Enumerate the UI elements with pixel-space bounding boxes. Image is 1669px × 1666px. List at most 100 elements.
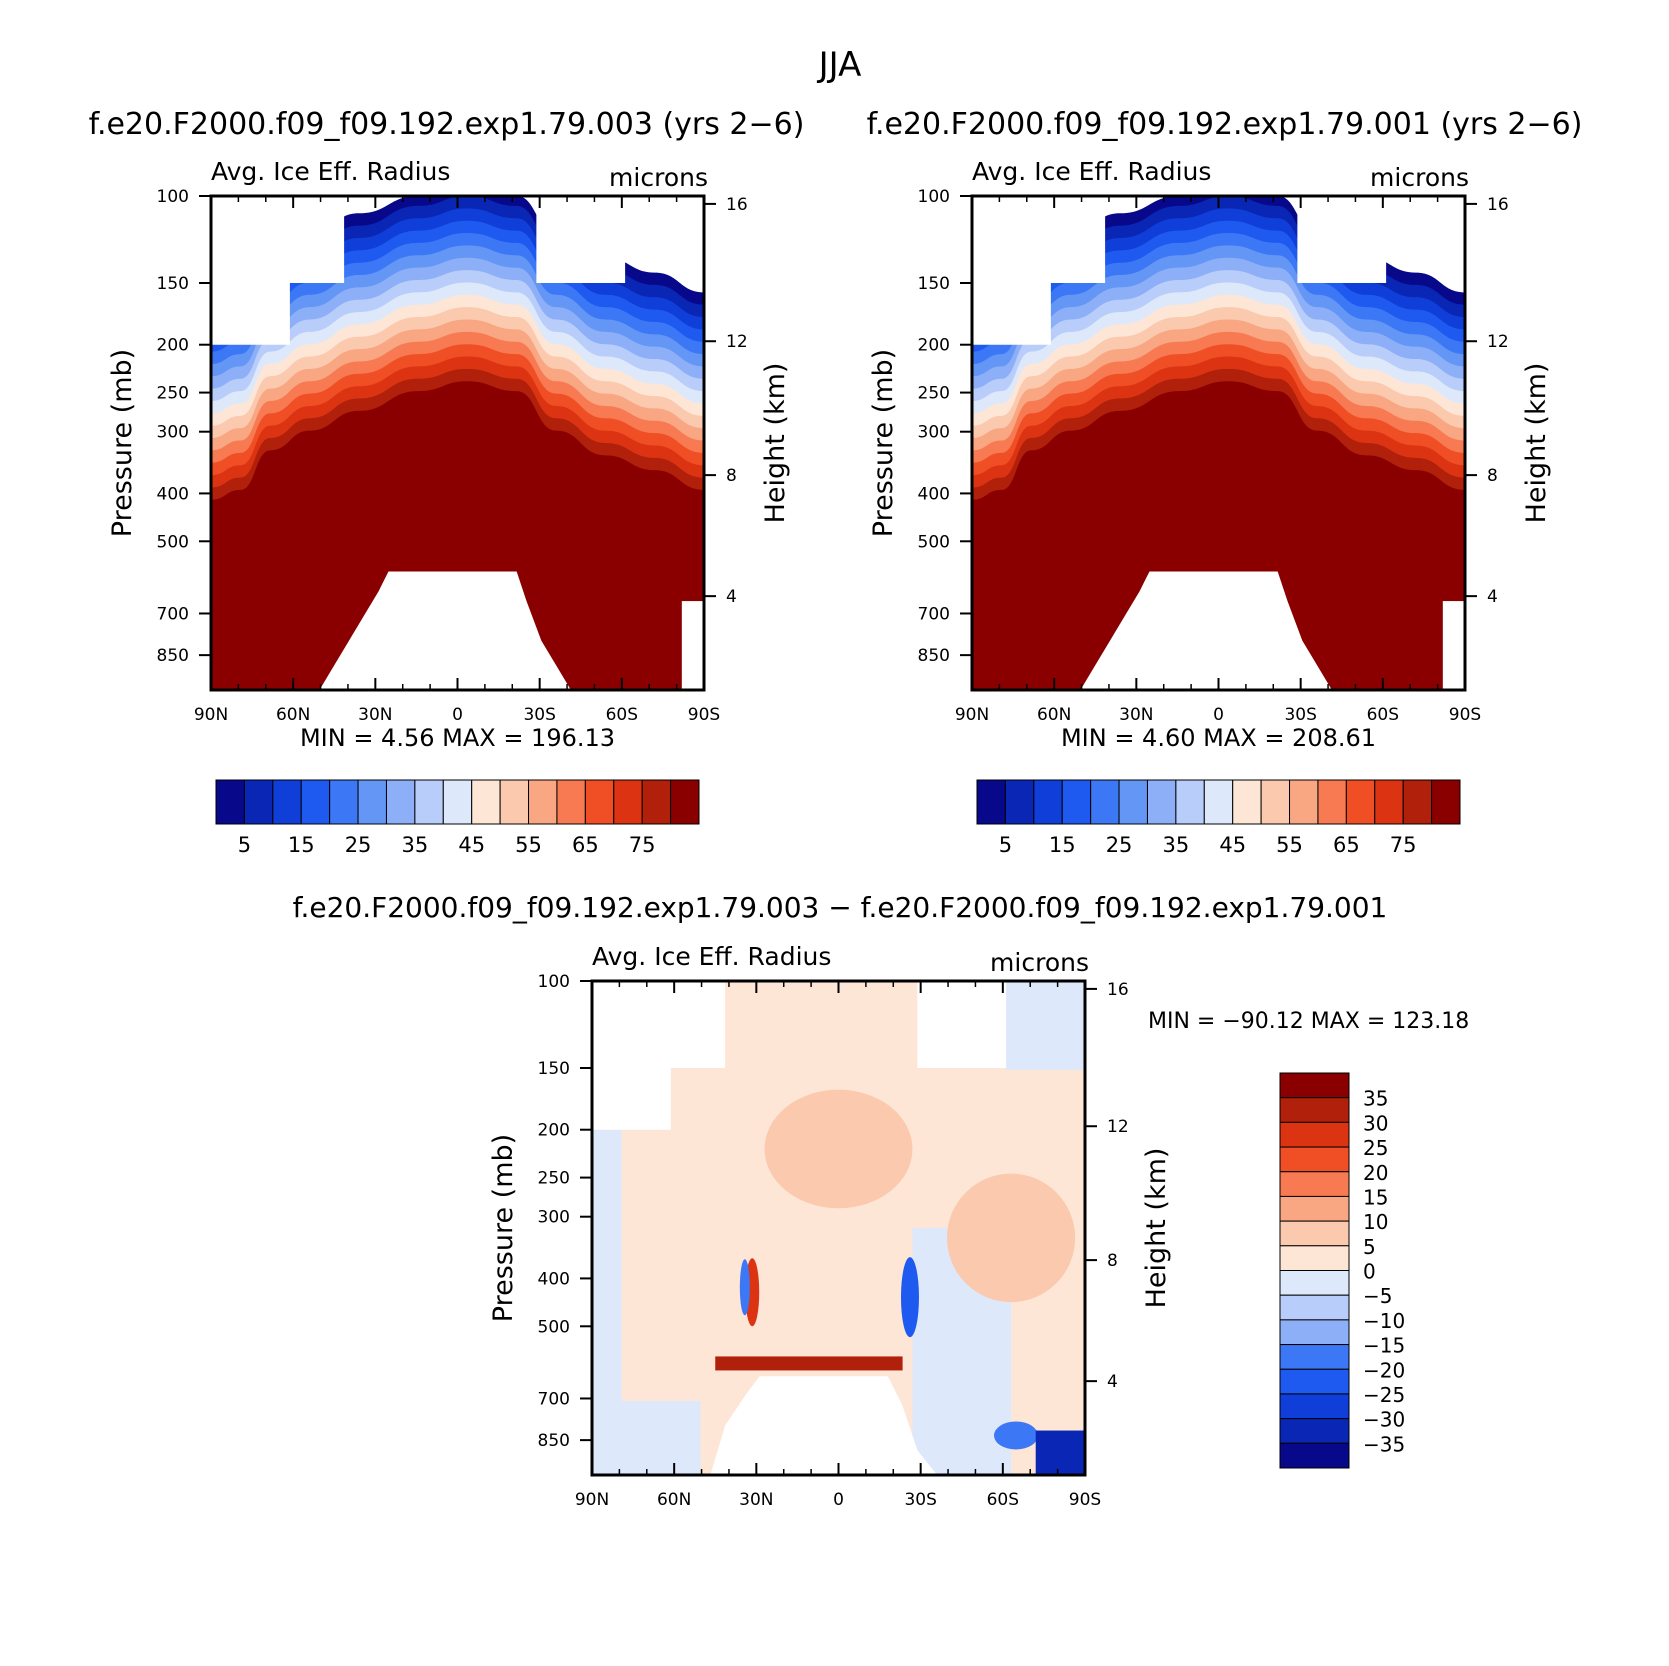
y-right-axis-label: Height (km) xyxy=(1141,1148,1172,1309)
colorbar-swatch xyxy=(1279,1344,1350,1370)
negative-region xyxy=(1006,981,1085,1070)
contour-band xyxy=(211,381,704,690)
colorbar-swatch xyxy=(1289,779,1319,825)
colorbar-swatch xyxy=(1345,779,1376,825)
colorbar-swatch xyxy=(329,779,359,825)
y-tick-label: 850 xyxy=(918,646,950,666)
colorbar-label: 35 xyxy=(402,833,429,857)
positive-region xyxy=(764,1089,913,1209)
colorbar-swatch xyxy=(1317,779,1347,825)
x-tick-label: 60N xyxy=(657,1490,691,1510)
colorbar-label: 55 xyxy=(515,833,542,857)
colorbar-swatch xyxy=(1146,779,1177,825)
x-tick-label: 60S xyxy=(606,705,638,725)
colorbar-label: 25 xyxy=(1106,833,1133,857)
colorbar-swatch xyxy=(243,779,274,825)
plot-frame xyxy=(970,194,1467,692)
diff-panel-title: f.e20.F2000.f09_f09.192.exp1.79.003 − f.… xyxy=(293,891,1388,924)
y-tick-label: 100 xyxy=(918,187,950,207)
units-label: microns xyxy=(990,948,1089,977)
x-tick-label: 30S xyxy=(1284,705,1316,725)
colorbar-swatch xyxy=(556,779,586,825)
colorbar-label: 5 xyxy=(238,833,251,857)
y-right-tick-label: 8 xyxy=(1107,1251,1118,1271)
colorbar-label: 25 xyxy=(1363,1136,1388,1160)
y-axis-label: Pressure (mb) xyxy=(488,1134,519,1322)
colorbar-swatch xyxy=(1279,1418,1350,1444)
missing-region-sh xyxy=(1297,196,1387,283)
y-tick-label: 700 xyxy=(538,1389,570,1409)
positive-anomaly xyxy=(715,1356,903,1371)
colorbar-swatch xyxy=(272,779,302,825)
colorbar-swatch xyxy=(1203,779,1234,825)
x-tick-label: 90N xyxy=(955,705,989,725)
x-tick-label: 30S xyxy=(523,705,555,725)
y-right-axis-label: Height (km) xyxy=(760,363,791,524)
missing-region-nh xyxy=(592,981,726,1130)
panel-0-field: MIN = 4.56 MAX = 196.13 5 15 25 35 45 55 65 75 f.… xyxy=(89,107,805,857)
antarctica-mask xyxy=(1442,601,1465,690)
x-tick-label: 30N xyxy=(1119,705,1153,725)
topography-mask xyxy=(710,1376,938,1475)
y-tick-label: 200 xyxy=(157,336,189,356)
x-tick-label: 60S xyxy=(1367,705,1399,725)
x-tick-label: 90N xyxy=(575,1490,609,1510)
y-right-tick-label: 4 xyxy=(726,587,737,607)
colorbar-swatch xyxy=(300,779,331,825)
colorbar-swatch xyxy=(1061,779,1092,825)
colorbar-label: 75 xyxy=(629,833,656,857)
y-tick-label: 850 xyxy=(157,646,189,666)
variable-label: Avg. Ice Eff. Radius xyxy=(972,157,1211,186)
x-tick-label: 30S xyxy=(904,1490,936,1510)
colorbar-swatch xyxy=(584,779,615,825)
colorbar-swatch xyxy=(215,779,245,825)
min-max-label: MIN = 4.56 MAX = 196.13 xyxy=(300,724,615,752)
panel-0-axes: 90N 60N 30N 0 30S 60S 90S 100 150 200 250 300 400 500… xyxy=(107,157,791,725)
panel-1-axes: 90N 60N 30N 0 30S 60S 90S 100 150 200 250 300 400 500… xyxy=(868,157,1552,725)
min-max-label: MIN = −90.12 MAX = 123.18 xyxy=(1148,1009,1469,1034)
y-right-tick-label: 8 xyxy=(1487,466,1498,486)
x-tick-label: 0 xyxy=(452,705,463,725)
units-label: microns xyxy=(1370,163,1469,192)
plot-frame xyxy=(590,979,1087,1477)
variable-label: Avg. Ice Eff. Radius xyxy=(211,157,450,186)
colorbar-label: 25 xyxy=(345,833,372,857)
colorbar-swatch xyxy=(1279,1171,1350,1197)
y-tick-label: 300 xyxy=(918,423,950,443)
y-tick-label: 200 xyxy=(918,336,950,356)
panel-title: f.e20.F2000.f09_f09.192.exp1.79.003 (yrs… xyxy=(89,107,805,142)
y-axis-label: Pressure (mb) xyxy=(868,349,899,537)
y-tick-label: 700 xyxy=(157,604,189,624)
colorbar-swatch xyxy=(1279,1294,1350,1321)
colorbar-swatch xyxy=(1118,779,1148,825)
y-right-tick-label: 4 xyxy=(1107,1372,1118,1392)
topography-mask xyxy=(1080,571,1332,690)
colorbar-label: 5 xyxy=(1363,1235,1376,1259)
y-tick-label: 400 xyxy=(157,484,189,504)
colorbar-swatch xyxy=(1279,1072,1350,1099)
y-right-axis-label: Height (km) xyxy=(1521,363,1552,524)
colorbar-swatch xyxy=(613,779,643,825)
colorbar-label: −10 xyxy=(1363,1309,1405,1333)
missing-region-nh xyxy=(972,196,1106,345)
colorbar-swatch xyxy=(1279,1195,1350,1222)
y-right-tick-label: 12 xyxy=(1487,332,1509,352)
colorbar-swatch xyxy=(1279,1097,1350,1123)
y-right-tick-label: 4 xyxy=(1487,587,1498,607)
contour-band xyxy=(972,381,1465,690)
x-tick-label: 30N xyxy=(739,1490,773,1510)
y-right-tick-label: 16 xyxy=(1487,195,1509,215)
y-right-tick-label: 12 xyxy=(726,332,748,352)
x-tick-label: 90S xyxy=(1449,705,1481,725)
y-tick-label: 100 xyxy=(157,187,189,207)
colorbar-swatch xyxy=(471,779,501,825)
colorbar-label: −5 xyxy=(1363,1284,1392,1308)
missing-region-sh xyxy=(917,981,1007,1068)
colorbar-label: −25 xyxy=(1363,1383,1405,1407)
colorbar-label: 15 xyxy=(288,833,315,857)
colorbar-label: 45 xyxy=(1219,833,1246,857)
x-tick-label: 0 xyxy=(1213,705,1224,725)
colorbar-label: 75 xyxy=(1390,833,1417,857)
colorbar-label: −30 xyxy=(1363,1408,1405,1432)
